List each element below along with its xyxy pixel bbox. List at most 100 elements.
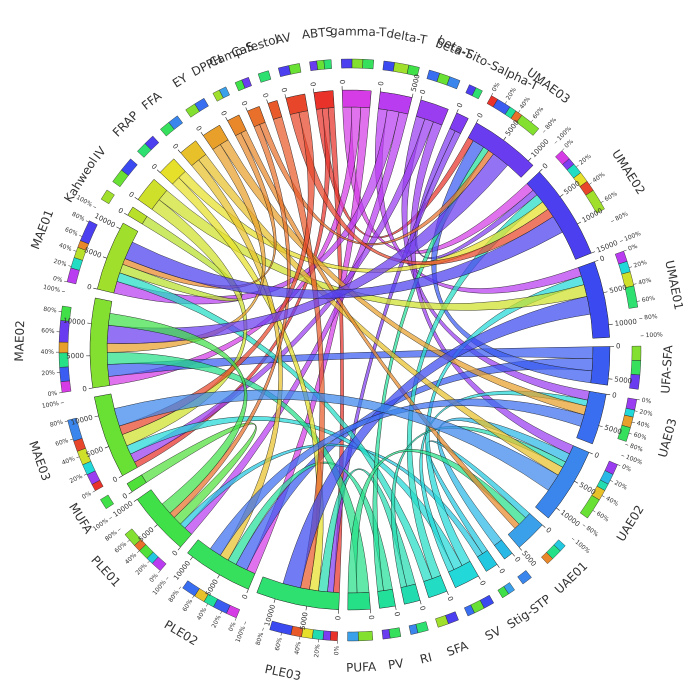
- percent-tick-label: 0%: [148, 572, 160, 584]
- sector: [227, 114, 247, 137]
- axis-tick: [395, 605, 397, 610]
- axis-tick-label: 5000: [520, 549, 538, 568]
- track-segment: [58, 341, 69, 354]
- percent-tick: [628, 432, 632, 435]
- track-segment: [625, 397, 638, 411]
- axis-tick-label: 5000: [609, 283, 628, 295]
- sector: [347, 591, 371, 611]
- track-segment: [168, 115, 183, 130]
- sector: [96, 222, 139, 294]
- track-segment: [100, 494, 114, 510]
- sector: [448, 560, 479, 589]
- percent-tick-label: 20%: [41, 369, 55, 377]
- axis-tick: [478, 575, 481, 580]
- axis-tick: [476, 119, 479, 123]
- axis-tick-label: 0: [338, 80, 346, 85]
- axis-tick-label: 10000: [614, 318, 637, 328]
- axis-tick-label: 0: [171, 549, 180, 558]
- axis-tick-label: 0: [593, 451, 600, 460]
- percent-tick: [600, 200, 604, 203]
- percent-tick-label: 60%: [54, 437, 69, 448]
- percent-tick: [582, 524, 586, 527]
- percent-tick-label: 40%: [518, 95, 532, 110]
- track-segment: [100, 189, 115, 205]
- track-segment: [124, 528, 142, 546]
- percent-tick-label: 60%: [531, 105, 545, 120]
- sector-label: MAE01: [28, 208, 56, 252]
- percent-tick: [60, 402, 64, 404]
- percent-tick-label: 40%: [638, 277, 653, 287]
- axis-tick: [556, 507, 560, 511]
- axis-tick-label: 0: [194, 125, 203, 133]
- percent-tick: [92, 490, 96, 493]
- percent-tick-label: 80%: [644, 313, 658, 321]
- track-segment: [257, 70, 272, 83]
- axis-tick: [305, 606, 307, 611]
- percent-tick: [158, 570, 161, 574]
- sector: [377, 588, 396, 609]
- track-segment: [241, 77, 252, 89]
- percent-tick-label: 20%: [633, 259, 648, 270]
- sector-label: gamma-T: [330, 24, 387, 39]
- percent-tick: [64, 420, 68, 422]
- track-segment: [471, 87, 483, 100]
- percent-tick-label: 80%: [167, 589, 181, 604]
- percent-tick-label: 0%: [47, 390, 58, 398]
- axis-tick-label: 10000: [172, 559, 192, 582]
- axis-tick: [606, 393, 611, 396]
- axis-tick-label: 5000: [85, 445, 105, 459]
- track-segment: [311, 629, 325, 640]
- percent-tick: [178, 586, 182, 590]
- sector-label: SFA: [445, 638, 471, 659]
- axis-tick-label: 0: [497, 567, 506, 575]
- percent-tick-label: 0%: [227, 621, 237, 633]
- percent-tick: [601, 495, 605, 498]
- track-segment: [357, 630, 374, 642]
- axis-tick-label: 0: [456, 102, 465, 109]
- sector-label: Cafestol: [230, 32, 281, 60]
- axis-tick: [598, 425, 603, 428]
- axis-tick-label: 0: [241, 593, 250, 600]
- track-segment: [630, 360, 642, 376]
- sector: [576, 390, 607, 445]
- percent-tick-label: 0%: [641, 397, 652, 406]
- track-segment: [406, 64, 420, 77]
- track-segment: [393, 62, 410, 75]
- track-segment: [381, 629, 391, 640]
- percent-tick: [206, 603, 208, 607]
- percent-tick: [631, 421, 635, 424]
- percent-tick: [192, 595, 195, 599]
- axis-tick-label: 10000: [559, 508, 582, 528]
- percent-tick: [554, 141, 558, 144]
- percent-tick: [592, 510, 596, 513]
- percent-tick-label: 80%: [629, 443, 644, 454]
- axis-tick-label: 5000: [504, 119, 521, 138]
- percent-tick: [127, 539, 130, 543]
- percent-tick-label: 40%: [58, 242, 73, 253]
- axis-tick: [128, 491, 133, 495]
- axis-tick-label: 0: [616, 342, 621, 350]
- axis-tick-label: 0: [476, 112, 485, 120]
- percent-tick-label: 100%: [623, 230, 642, 243]
- track-segment: [278, 65, 291, 77]
- sector: [136, 489, 192, 548]
- axis-tick-label: 0: [117, 206, 125, 215]
- percent-tick: [79, 235, 83, 237]
- sector: [187, 539, 256, 590]
- track-segment: [617, 425, 631, 442]
- percent-tick: [625, 444, 629, 446]
- track-segment: [408, 623, 419, 635]
- percent-tick: [64, 280, 68, 283]
- percent-tick-label: 80%: [585, 525, 600, 539]
- track-segment: [219, 86, 230, 99]
- axis-tick: [577, 221, 582, 225]
- sector-label: Stig-S: [504, 601, 541, 632]
- axis-tick: [574, 480, 579, 484]
- track-segment: [269, 620, 293, 636]
- sector-label: PV: [387, 656, 405, 672]
- percent-tick: [262, 627, 264, 631]
- track-segment: [341, 58, 353, 69]
- axis-tick-label: 0: [393, 611, 402, 617]
- sector-label: MAE03: [26, 439, 53, 483]
- sector-label: UMAE02: [609, 147, 648, 197]
